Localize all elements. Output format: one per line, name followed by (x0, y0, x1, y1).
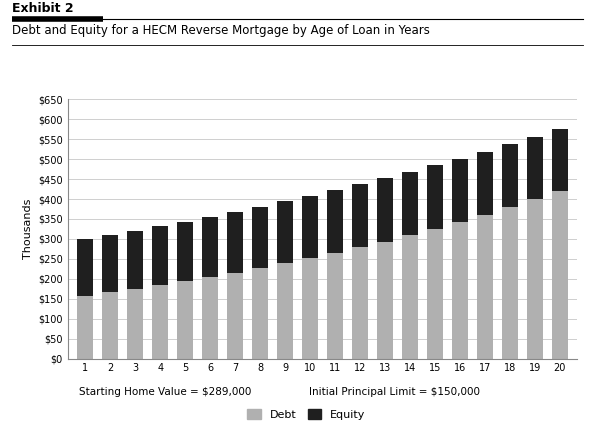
Bar (377, 178, 393, 241)
Text: Debt and Equity for a HECM Reverse Mortgage by Age of Loan in Years: Debt and Equity for a HECM Reverse Mortg… (12, 24, 429, 37)
Bar (102, 235, 118, 292)
Bar (502, 207, 518, 359)
Text: Exhibit 2: Exhibit 2 (12, 2, 74, 15)
Bar (202, 277, 218, 359)
Bar (352, 184, 368, 248)
Text: Starting Home Value = $289,000: Starting Home Value = $289,000 (79, 387, 251, 397)
Text: Initial Principal Limit = $150,000: Initial Principal Limit = $150,000 (309, 387, 480, 397)
Bar (502, 144, 518, 207)
Bar (277, 264, 293, 359)
Bar (252, 268, 268, 359)
Bar (227, 273, 243, 359)
Bar (177, 281, 193, 359)
Bar (477, 215, 493, 359)
Bar (202, 217, 218, 277)
Bar (327, 253, 343, 359)
Bar (127, 231, 143, 289)
Y-axis label: Thousands: Thousands (22, 199, 32, 259)
Bar (152, 226, 168, 285)
Bar (477, 152, 493, 215)
Bar (352, 248, 368, 359)
Bar (127, 289, 143, 359)
Bar (427, 229, 443, 359)
Bar (402, 235, 418, 359)
Bar (552, 129, 568, 191)
Bar (402, 172, 418, 235)
Bar (277, 201, 293, 264)
Bar (302, 258, 318, 359)
Bar (77, 239, 93, 295)
Bar (327, 191, 343, 253)
Bar (552, 191, 568, 359)
Bar (452, 159, 468, 222)
Bar (102, 292, 118, 359)
Bar (302, 196, 318, 258)
Bar (227, 212, 243, 273)
Bar (452, 222, 468, 359)
Bar (427, 165, 443, 229)
Bar (527, 137, 543, 199)
Bar (77, 295, 93, 359)
Bar (177, 222, 193, 281)
Legend: Debt, Equity: Debt, Equity (243, 405, 369, 424)
Bar (152, 285, 168, 359)
Bar (527, 199, 543, 359)
Bar (252, 207, 268, 268)
Bar (377, 241, 393, 359)
